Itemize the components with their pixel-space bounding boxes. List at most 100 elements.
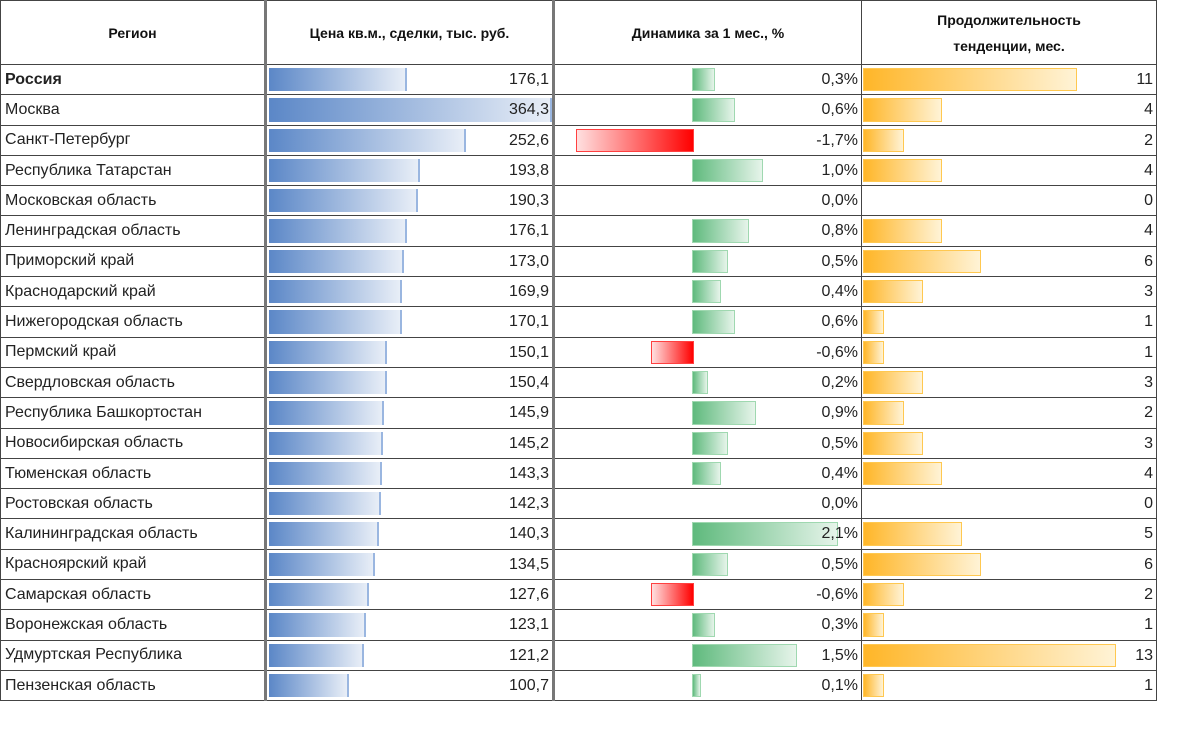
price-bar [269, 189, 418, 213]
dynamics-cell: 0,6% [552, 306, 862, 338]
duration-value: 1 [1144, 313, 1153, 331]
duration-cell: 3 [861, 276, 1157, 308]
price-cell: 252,6 [264, 124, 554, 156]
dynamics-value: 0,0% [821, 192, 858, 210]
price-bar [269, 219, 407, 243]
table-row: Ростовская область 142,3 0,0% 0 [0, 488, 1157, 520]
price-bar [269, 613, 366, 637]
dynamics-value: 0,6% [821, 101, 858, 119]
price-bar [269, 128, 466, 152]
dynamics-value: 0,5% [821, 555, 858, 573]
dynamics-cell: 1,5% [552, 639, 862, 671]
positive-dynamics-bar [692, 249, 729, 274]
negative-dynamics-bar [650, 340, 694, 364]
region-name: Москва [0, 94, 266, 126]
dynamics-value: 1,5% [821, 646, 858, 664]
duration-bar [863, 370, 923, 395]
price-cell: 176,1 [264, 215, 554, 247]
dynamics-value: 0,1% [821, 676, 858, 694]
positive-dynamics-bar [692, 98, 736, 122]
price-value: 190,3 [508, 192, 549, 210]
price-bar [269, 249, 405, 274]
positive-dynamics-bar [692, 673, 701, 698]
dynamics-cell: 0,1% [552, 669, 862, 702]
price-cell: 170,1 [264, 306, 554, 338]
duration-cell: 4 [861, 457, 1157, 490]
price-value: 169,9 [508, 283, 549, 301]
price-bar [269, 370, 387, 395]
duration-bar [863, 249, 981, 274]
dynamics-cell: 0,4% [552, 457, 862, 490]
duration-value: 3 [1144, 283, 1153, 301]
dynamics-cell: 0,5% [552, 548, 862, 581]
price-value: 145,2 [508, 434, 549, 452]
region-name: Самарская область [0, 579, 266, 611]
dynamics-value: 1,0% [821, 161, 858, 179]
price-cell: 142,3 [264, 488, 554, 520]
region-name: Приморский край [0, 245, 266, 278]
positive-dynamics-bar [692, 431, 729, 455]
price-cell: 140,3 [264, 518, 554, 550]
dynamics-cell: -1,7% [552, 124, 862, 156]
duration-value: 13 [1135, 646, 1153, 664]
regional-price-table: Регион Цена кв.м., сделки, тыс. руб. Дин… [0, 0, 1157, 702]
duration-bar [863, 643, 1116, 667]
duration-cell: 0 [861, 488, 1157, 520]
table-row: Москва 364,3 0,6% 4 [0, 94, 1157, 126]
header-duration-line1: Продолжительность [937, 11, 1081, 28]
table-row: Тюменская область 143,3 0,4% 4 [0, 457, 1157, 490]
header-row: Регион Цена кв.м., сделки, тыс. руб. Дин… [0, 0, 1157, 65]
dynamics-value: -0,6% [816, 586, 858, 604]
duration-value: 4 [1144, 222, 1153, 240]
positive-dynamics-bar [692, 522, 838, 546]
price-cell: 364,3 [264, 94, 554, 126]
positive-dynamics-bar [692, 643, 797, 667]
duration-cell: 0 [861, 185, 1157, 217]
price-bar [269, 158, 421, 183]
table-row: Воронежская область 123,1 0,3% 1 [0, 609, 1157, 641]
duration-bar [863, 552, 981, 577]
duration-value: 5 [1144, 525, 1153, 543]
table-row: Красноярский край 134,5 0,5% 6 [0, 548, 1157, 581]
table-row: Пензенская область 100,7 0,1% 1 [0, 669, 1157, 702]
price-bar [269, 583, 370, 607]
price-bar [269, 522, 380, 546]
positive-dynamics-bar [692, 370, 708, 395]
price-value: 176,1 [508, 71, 549, 88]
price-bar [269, 673, 349, 698]
price-value: 173,0 [508, 252, 549, 270]
price-bar [269, 340, 387, 364]
duration-value: 1 [1144, 676, 1153, 694]
price-bar [269, 401, 384, 425]
price-value: 127,6 [508, 586, 549, 604]
price-cell: 176,1 [264, 63, 554, 96]
table-row: Санкт-Петербург 252,6 -1,7% 2 [0, 124, 1157, 156]
duration-cell: 4 [861, 94, 1157, 126]
negative-dynamics-bar [650, 583, 694, 607]
price-cell: 123,1 [264, 609, 554, 641]
dynamics-cell: 0,8% [552, 215, 862, 247]
duration-value: 3 [1144, 434, 1153, 452]
dynamics-value: 0,4% [821, 464, 858, 482]
positive-dynamics-bar [692, 401, 756, 425]
dynamics-value: 0,4% [821, 283, 858, 301]
price-cell: 173,0 [264, 245, 554, 278]
duration-bar [863, 280, 923, 304]
dynamics-cell: 0,0% [552, 185, 862, 217]
duration-value: 0 [1144, 495, 1153, 513]
price-cell: 134,5 [264, 548, 554, 581]
price-cell: 190,3 [264, 185, 554, 217]
dynamics-value: -0,6% [816, 343, 858, 361]
table-row: Республика Башкортостан 145,9 0,9% 2 [0, 397, 1157, 429]
duration-value: 0 [1144, 192, 1153, 210]
dynamics-cell: -0,6% [552, 336, 862, 368]
price-value: 143,3 [508, 464, 549, 482]
region-name: Московская область [0, 185, 266, 217]
duration-bar [863, 68, 1078, 92]
region-name: Ростовская область [0, 488, 266, 520]
table-row: Удмуртская Республика 121,2 1,5% 13 [0, 639, 1157, 671]
duration-bar [863, 583, 904, 607]
region-name: Санкт-Петербург [0, 124, 266, 156]
duration-cell: 2 [861, 124, 1157, 156]
price-cell: 150,4 [264, 366, 554, 399]
